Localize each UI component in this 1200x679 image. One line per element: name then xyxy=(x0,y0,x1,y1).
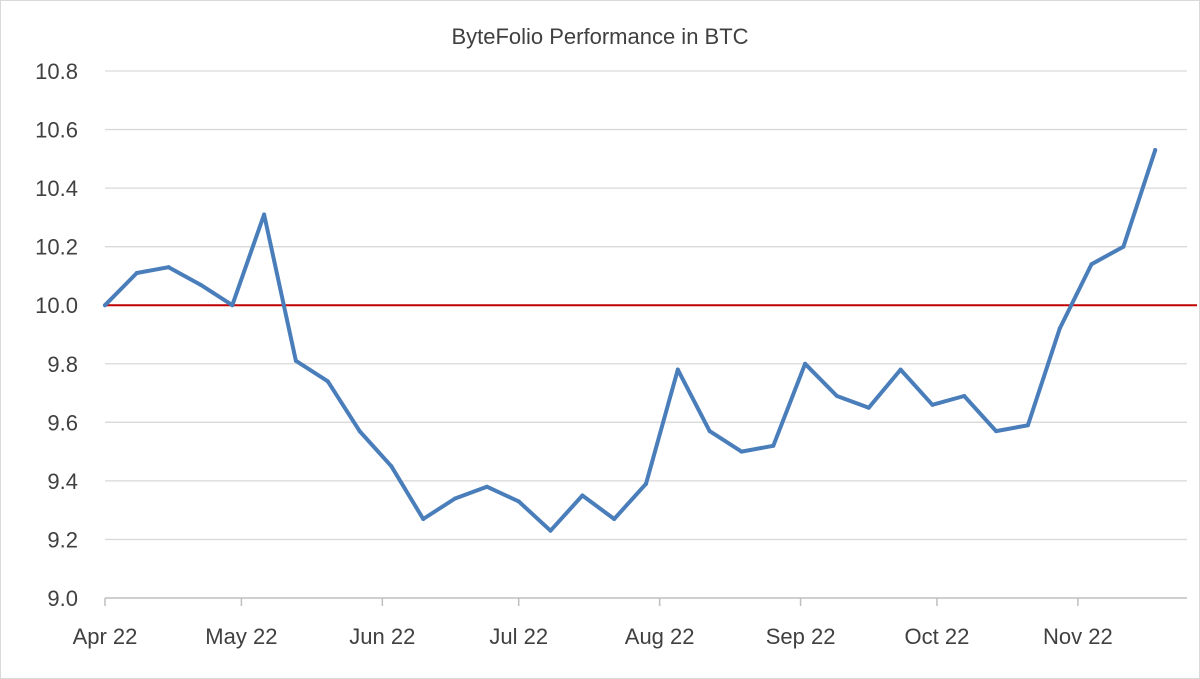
chart-title: ByteFolio Performance in BTC xyxy=(451,24,748,49)
y-axis-ticks: 9.0 9.2 9.4 9.6 9.8 10.0 10.2 10.4 10.6 10.8 xyxy=(35,59,78,611)
data-point xyxy=(1121,244,1126,249)
y-tick-label: 10.6 xyxy=(35,118,78,143)
data-point xyxy=(389,464,394,469)
x-tick-label: Oct 22 xyxy=(905,624,970,649)
data-point xyxy=(675,367,680,372)
data-point xyxy=(134,271,139,276)
data-point xyxy=(739,449,744,454)
x-tick-label: Apr 22 xyxy=(73,624,138,649)
data-point xyxy=(930,402,935,407)
y-tick-label: 10.0 xyxy=(35,293,78,318)
x-tick-label: Nov 22 xyxy=(1043,624,1113,649)
x-tick-label: Jul 22 xyxy=(489,624,548,649)
x-tick-label: Aug 22 xyxy=(625,624,695,649)
series-group xyxy=(103,148,1158,533)
data-point xyxy=(612,516,617,521)
data-point xyxy=(866,405,871,410)
data-point xyxy=(484,484,489,489)
data-point xyxy=(198,282,203,287)
x-tick-label: Jun 22 xyxy=(349,624,415,649)
y-tick-label: 10.4 xyxy=(35,176,78,201)
data-point xyxy=(1153,148,1158,153)
y-tick-label: 10.2 xyxy=(35,235,78,260)
data-point xyxy=(1089,262,1094,267)
data-point xyxy=(548,528,553,533)
data-point xyxy=(803,361,808,366)
data-point xyxy=(1057,326,1062,331)
data-point xyxy=(707,429,712,434)
x-axis: Apr 22 May 22 Jun 22 Jul 22 Aug 22 Sep 22 Oct … xyxy=(73,597,1187,649)
data-point xyxy=(516,499,521,504)
gridlines xyxy=(105,70,1187,541)
data-point xyxy=(230,303,235,308)
data-point xyxy=(771,443,776,448)
data-point xyxy=(898,367,903,372)
data-point xyxy=(293,358,298,363)
data-point xyxy=(103,303,107,308)
data-point xyxy=(453,496,458,501)
data-point xyxy=(962,393,967,398)
y-tick-label: 9.4 xyxy=(47,469,78,494)
data-point xyxy=(1025,423,1030,428)
y-tick-label: 9.2 xyxy=(47,527,78,552)
data-point xyxy=(580,493,585,498)
data-point xyxy=(644,481,648,486)
data-point xyxy=(325,379,330,384)
data-point xyxy=(166,265,171,270)
series-line xyxy=(103,148,1158,533)
data-point xyxy=(994,429,999,434)
x-tick-label: May 22 xyxy=(205,624,277,649)
x-tick-label: Sep 22 xyxy=(766,624,836,649)
data-point xyxy=(262,212,267,217)
data-point xyxy=(421,516,426,521)
y-tick-label: 9.6 xyxy=(47,410,78,435)
y-tick-label: 9.8 xyxy=(47,352,78,377)
y-tick-label: 10.8 xyxy=(35,59,78,84)
data-point xyxy=(357,429,362,434)
data-point xyxy=(834,393,839,398)
y-tick-label: 9.0 xyxy=(47,586,78,611)
